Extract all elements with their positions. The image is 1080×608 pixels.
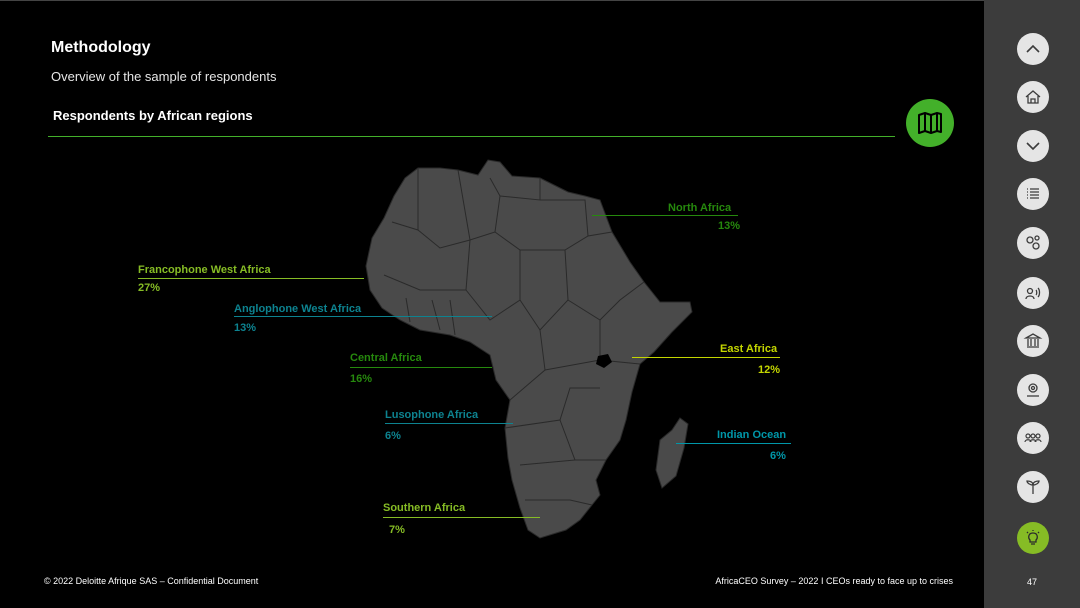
region-central-pct: 16% [350, 373, 373, 385]
region-east-pct: 12% [758, 364, 781, 376]
region-lusophone-leader [385, 423, 513, 424]
map-badge [906, 99, 954, 147]
nav-section-governance-button[interactable] [1017, 325, 1049, 357]
nav-section-operations-button[interactable] [1017, 374, 1049, 406]
region-francophone-west-leader [138, 278, 364, 279]
region-north-africa-label: North Africa [668, 202, 732, 214]
region-indian-ocean-pct: 6% [770, 450, 786, 462]
region-east-label: East Africa [720, 343, 778, 355]
region-francophone-west-pct: 27% [138, 282, 161, 294]
country-borders [383, 168, 645, 506]
section-title: Respondents by African regions [53, 108, 253, 123]
nav-contents-button[interactable] [1017, 178, 1049, 210]
region-southern-leader [383, 517, 540, 518]
speaking-person-icon [1025, 287, 1041, 300]
chevron-down-icon [1026, 142, 1040, 151]
africa-continent [365, 159, 693, 539]
region-lusophone-label: Lusophone Africa [385, 409, 479, 421]
nav-previous-button[interactable] [1017, 33, 1049, 65]
top-divider [0, 0, 984, 1]
plant-icon [1026, 480, 1040, 494]
gear-hand-icon [1027, 383, 1039, 397]
region-north-africa-pct: 13% [718, 220, 741, 232]
region-east-leader [632, 357, 780, 358]
nav-section-innovation-button[interactable] [1017, 522, 1049, 554]
institution-icon [1023, 333, 1043, 348]
footer-copyright: © 2022 Deloitte Afrique SAS – Confidenti… [44, 576, 259, 586]
nav-section-sustainability-button[interactable] [1017, 471, 1049, 503]
map-icon [918, 112, 942, 134]
gears-icon [1026, 235, 1040, 250]
africa-map [365, 159, 693, 539]
nav-home-button[interactable] [1017, 81, 1049, 113]
page-subtitle: Overview of the sample of respondents [51, 69, 277, 84]
region-southern-label: Southern Africa [383, 502, 466, 514]
madagascar [655, 417, 689, 489]
page-title: Methodology [51, 39, 151, 56]
home-icon [1025, 90, 1041, 104]
nav-section-economy-button[interactable] [1017, 227, 1049, 259]
people-group-icon [1024, 433, 1042, 443]
region-anglophone-west-label: Anglophone West Africa [234, 303, 362, 315]
footer-survey-title: AfricaCEO Survey – 2022 I CEOs ready to … [715, 576, 953, 586]
nav-section-people-button[interactable] [1017, 422, 1049, 454]
nav-section-communication-button[interactable] [1017, 277, 1049, 309]
region-indian-ocean-label: Indian Ocean [717, 429, 787, 441]
region-lusophone-pct: 6% [385, 430, 401, 442]
region-indian-ocean-leader [676, 443, 791, 444]
lightbulb-icon [1026, 530, 1040, 545]
lake-victoria [596, 354, 612, 368]
page-number: 47 [1026, 577, 1037, 587]
chevron-up-icon [1026, 44, 1040, 53]
region-anglophone-west-leader [234, 316, 492, 317]
region-francophone-west-label: Francophone West Africa [138, 264, 271, 276]
region-central-label: Central Africa [350, 352, 422, 364]
region-north-africa-leader [592, 215, 738, 216]
nav-next-button[interactable] [1017, 130, 1049, 162]
nav-sidebar: 47 [984, 0, 1080, 608]
region-central-leader [350, 367, 492, 368]
region-anglophone-west-pct: 13% [234, 322, 257, 334]
region-southern-pct: 7% [389, 524, 405, 536]
section-divider [48, 136, 895, 137]
list-icon [1027, 188, 1039, 199]
